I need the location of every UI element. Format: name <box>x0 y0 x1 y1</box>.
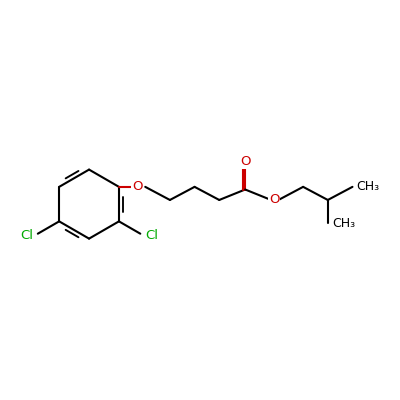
Text: CH₃: CH₃ <box>332 217 355 230</box>
Text: O: O <box>132 180 142 193</box>
Text: Cl: Cl <box>145 229 158 242</box>
Text: Cl: Cl <box>20 229 33 242</box>
Text: CH₃: CH₃ <box>356 180 380 192</box>
Text: O: O <box>240 156 250 168</box>
Text: O: O <box>269 194 280 206</box>
